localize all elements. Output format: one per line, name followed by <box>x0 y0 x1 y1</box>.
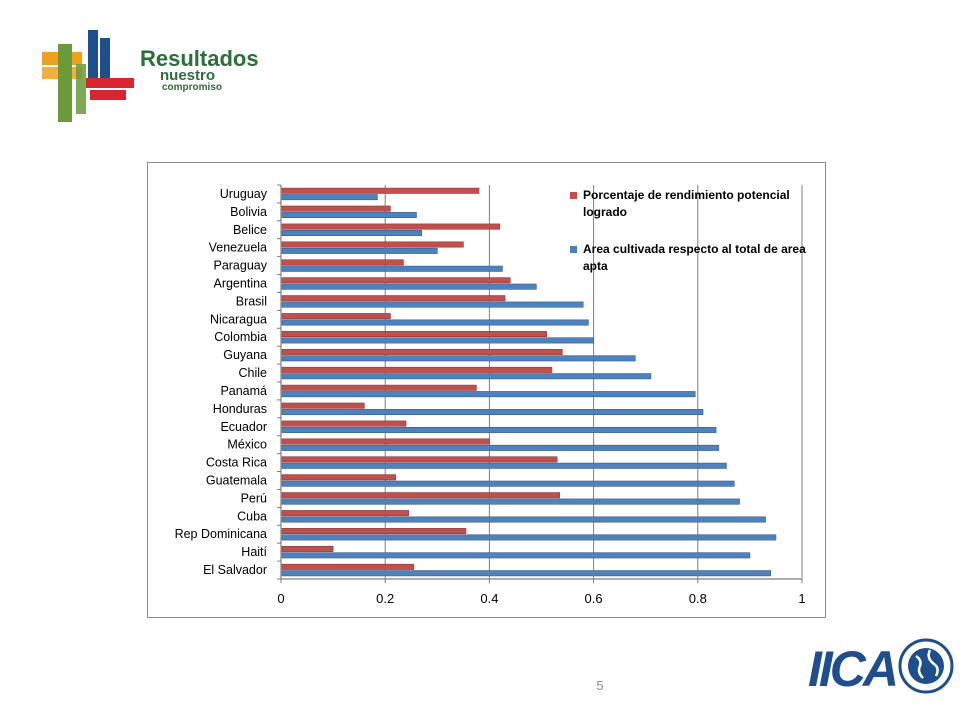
iica-logo-mark: IICA <box>808 638 954 697</box>
bar-rendimiento <box>281 474 396 481</box>
bar-area-cultivada <box>281 283 537 290</box>
bar-area-cultivada <box>281 534 777 541</box>
bar-rendimiento <box>281 402 365 409</box>
x-tick-label: 0.4 <box>480 591 498 606</box>
bar-rendimiento <box>281 545 334 552</box>
bar-rendimiento <box>281 313 391 320</box>
category-label: Venezuela <box>209 241 267 255</box>
bar-area-cultivada <box>281 247 438 254</box>
page-number: 5 <box>596 678 604 693</box>
category-label: El Salvador <box>203 563 267 577</box>
bar-area-cultivada <box>281 355 636 362</box>
bar-rendimiento <box>281 492 561 499</box>
logo-text-line2: nuestro <box>160 67 215 84</box>
category-label: Ecuador <box>220 420 267 434</box>
bar-area-cultivada <box>281 498 740 505</box>
iica-seal-globe <box>908 648 944 684</box>
bar-area-cultivada <box>281 480 735 487</box>
bar-area-cultivada <box>281 301 584 308</box>
logo-blue-bar-2 <box>100 38 110 82</box>
bar-rendimiento <box>281 223 501 230</box>
category-label: Honduras <box>213 402 267 416</box>
bar-area-cultivada <box>281 426 717 433</box>
category-label: Uruguay <box>220 187 268 201</box>
category-label: México <box>227 438 267 452</box>
bar-rendimiento <box>281 277 511 284</box>
logo-green-bar-2 <box>76 64 86 114</box>
x-tick-label: 0.6 <box>585 591 603 606</box>
bar-area-cultivada <box>281 337 594 344</box>
iica-logo: IICA <box>808 634 954 697</box>
logo-red-bar <box>86 78 134 88</box>
category-label: Colombia <box>214 330 267 344</box>
bar-area-cultivada <box>281 265 503 272</box>
bar-rendimiento <box>281 366 553 373</box>
bar-rendimiento <box>281 510 409 517</box>
x-tick-label: 1 <box>798 591 805 606</box>
bar-area-cultivada <box>281 462 727 469</box>
category-label: Cuba <box>237 509 267 523</box>
bar-rendimiento <box>281 563 415 570</box>
legend-swatch <box>570 246 577 253</box>
resultados-logo: Resultados, nuestro compromiso <box>38 26 265 126</box>
logo-green-bar <box>58 44 72 122</box>
category-label: Guyana <box>223 348 267 362</box>
legend-label: Area cultivada respecto al total de area… <box>583 242 806 273</box>
bar-area-cultivada <box>281 409 704 416</box>
category-label: Bolivia <box>230 205 267 219</box>
bar-rendimiento <box>281 331 548 338</box>
bar-rendimiento <box>281 205 391 212</box>
bar-area-cultivada <box>281 570 772 577</box>
bar-rendimiento <box>281 295 506 302</box>
bar-rendimiento <box>281 438 490 445</box>
category-label: Chile <box>239 366 268 380</box>
bar-rendimiento <box>281 348 563 355</box>
bar-rendimiento <box>281 420 407 427</box>
category-label: Belice <box>233 223 267 237</box>
resultados-logo-mark: Resultados, nuestro compromiso <box>42 30 265 122</box>
bar-area-cultivada <box>281 516 766 523</box>
category-label: Costa Rica <box>206 456 267 470</box>
bar-rendimiento <box>281 528 467 535</box>
bar-area-cultivada <box>281 444 719 451</box>
bar-area-cultivada <box>281 319 589 326</box>
category-label: Nicaragua <box>210 312 267 326</box>
chart-frame: Uruguay Bolivia Belice Venezuela Paraguay Arg… <box>147 162 826 618</box>
category-label: Guatemala <box>206 474 267 488</box>
bar-rendimiento <box>281 456 558 463</box>
category-label: Rep Dominicana <box>175 527 267 541</box>
logo-blue-bar <box>88 30 98 82</box>
bar-rendimiento <box>281 241 464 248</box>
logo-text-line1: Resultados, <box>140 46 258 71</box>
bar-area-cultivada <box>281 212 417 219</box>
category-label: Brasil <box>236 294 267 308</box>
legend-swatch <box>570 192 577 199</box>
category-label: Paraguay <box>213 259 267 273</box>
category-label: Argentina <box>213 277 267 291</box>
bar-area-cultivada <box>281 229 422 236</box>
bar-rendimiento <box>281 384 477 391</box>
logo-red-bar-2 <box>90 90 126 100</box>
category-label: Perú <box>241 491 267 505</box>
legend-label: Porcentaje de rendimiento potencial logra… <box>583 188 790 219</box>
iica-seal-continents <box>915 649 939 679</box>
bar-area-cultivada <box>281 373 652 380</box>
x-tick-label: 0.8 <box>689 591 707 606</box>
bar-area-cultivada <box>281 391 696 398</box>
bar-rendimiento <box>281 187 480 194</box>
bar-area-cultivada <box>281 552 751 559</box>
x-tick-label: 0.2 <box>376 591 394 606</box>
iica-logo-text: IICA <box>808 641 896 696</box>
category-label: Haití <box>241 545 267 559</box>
bar-chart: Uruguay Bolivia Belice Venezuela Paraguay Arg… <box>175 184 806 606</box>
x-tick-label: 0 <box>277 591 284 606</box>
logo-text-line3: compromiso <box>162 82 222 93</box>
category-label: Panamá <box>220 384 267 398</box>
bar-rendimiento <box>281 259 404 266</box>
bar-area-cultivada <box>281 194 378 201</box>
